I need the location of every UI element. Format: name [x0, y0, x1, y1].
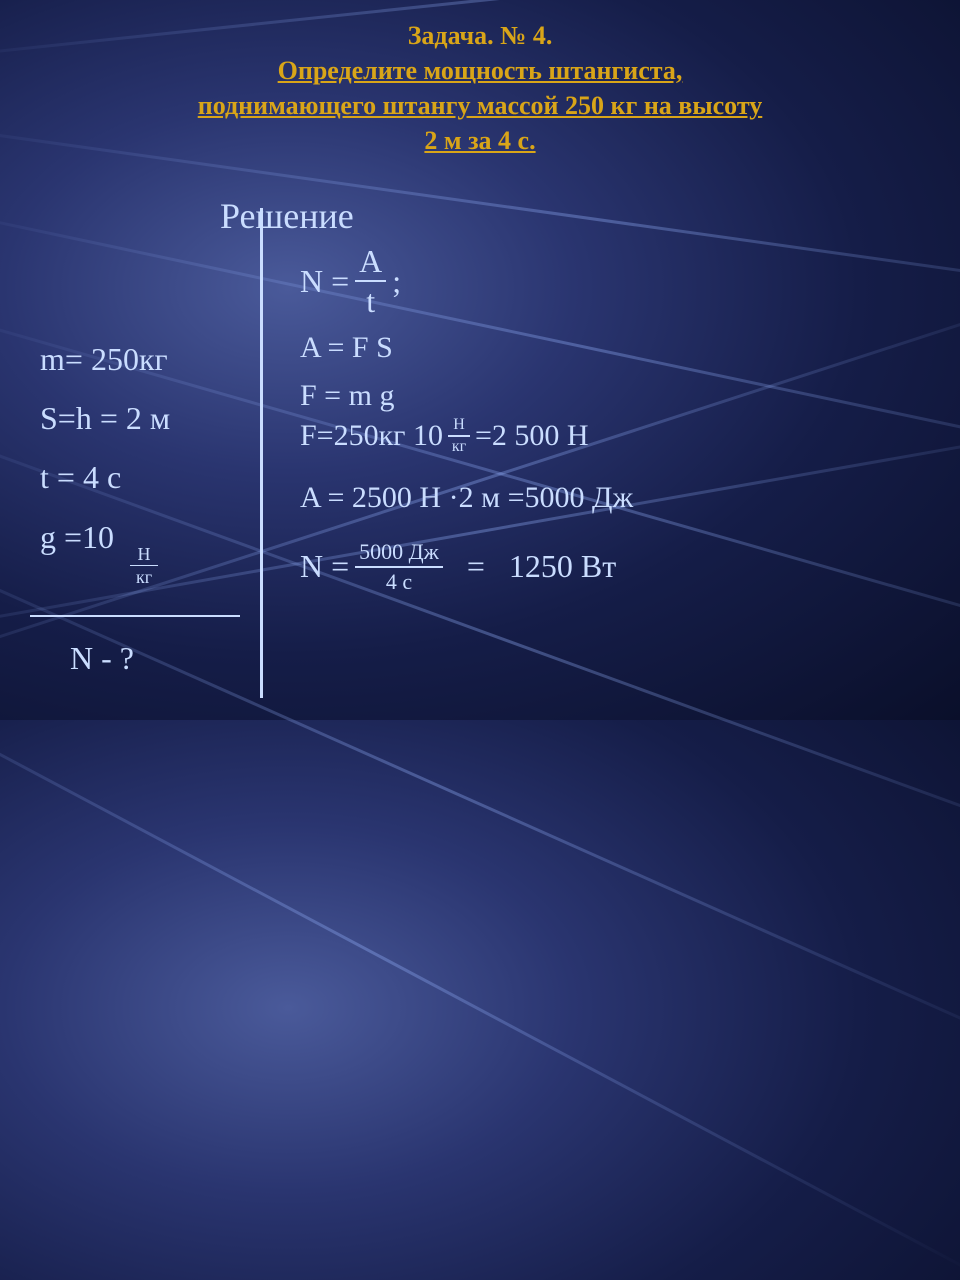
given-mass: m= 250кг [40, 330, 170, 389]
formula-power: N = А t ; [300, 245, 633, 317]
given-g-label: g =10 [40, 519, 114, 555]
given-time: t = 4 c [40, 448, 170, 507]
unit-N-per-kg: Н кг [448, 417, 470, 455]
power-calc: N = 5000 Дж 4 с = 1250 Вт [300, 541, 633, 593]
given-underline [30, 615, 240, 617]
fraction-final: 5000 Дж 4 с [355, 541, 443, 593]
vertical-divider [260, 208, 263, 698]
given-g-unit: Н кг [130, 545, 158, 587]
problem-title: Задача. № 4. Определите мощность штангис… [0, 18, 960, 158]
fraction-A-over-t: А t [355, 245, 386, 317]
title-line-2: Определите мощность штангиста, [0, 53, 960, 88]
formula-work: A = F S [300, 331, 633, 365]
title-line-3: поднимающего штангу массой 250 кг на выс… [0, 88, 960, 123]
solution-label: Решение [220, 195, 354, 237]
given-block: m= 250кг S=h = 2 м t = 4 c g =10 Н кг [40, 330, 170, 586]
title-line-1: Задача. № 4. [0, 18, 960, 53]
title-line-4: 2 м за 4 с. [0, 123, 960, 158]
ray [0, 620, 960, 1280]
force-calc: F=250кг 10 Н кг =2 500 Н [300, 417, 633, 455]
unknown-label: N - ? [70, 640, 134, 677]
formula-force: F = m g [300, 379, 633, 413]
work-calc: A = 2500 Н ·2 м =5000 Дж [300, 481, 633, 515]
solution-block: N = А t ; A = F S F = m g F=250кг 10 Н к… [300, 245, 633, 607]
given-g: g =10 Н кг [40, 508, 170, 587]
given-distance: S=h = 2 м [40, 389, 170, 448]
